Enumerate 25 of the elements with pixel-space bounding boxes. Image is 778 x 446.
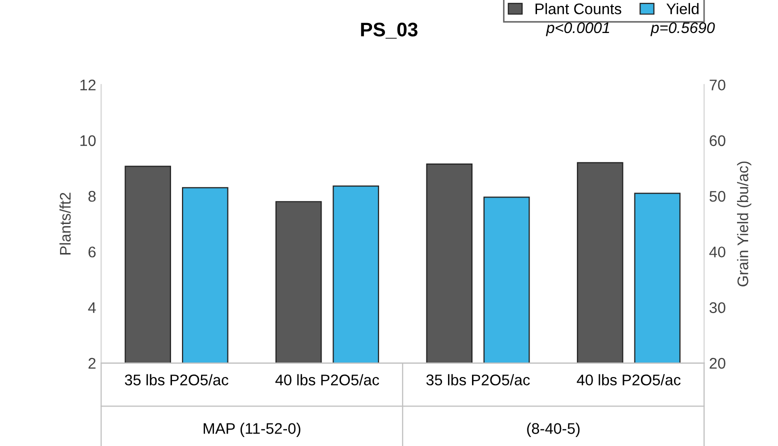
y2-axis-title: Grain Yield (bu/ac) (737, 162, 752, 286)
legend-label: Yield (666, 3, 699, 14)
y2-tick-label: 60 (710, 135, 726, 146)
text: p=0.5690 (650, 22, 715, 36)
text: MAP (11-52-0) (204, 422, 300, 437)
y-tick-label: 10 (80, 135, 96, 146)
y2-tick-label: 50 (710, 190, 726, 202)
y-axis-title: Plants/ft2 (59, 192, 71, 254)
legend-label: Plant Counts (536, 3, 622, 14)
y2-tick-label: 30 (710, 302, 726, 314)
chart-title: PS_03 (361, 22, 418, 39)
x-tick-label: 40 lbs P2O5/ac (275, 374, 380, 386)
y-tick-label: 2 (88, 358, 96, 369)
y-tick-label: 12 (80, 80, 96, 90)
x-tick-label: 35 lbs P2O5/ac (426, 374, 530, 386)
x-tick-label: 35 lbs P2O5/ac (124, 374, 228, 386)
y-tick-label: 4 (88, 302, 96, 313)
text: p<0.0001 (546, 22, 610, 36)
y-tick-label: 6 (88, 246, 96, 258)
y-tick-label: 8 (88, 190, 96, 202)
y2-tick-label: 40 (709, 246, 726, 258)
text: (8-40-5) (527, 422, 580, 437)
x-tick-label: 40 lbs P2O5/ac (576, 374, 681, 386)
y2-tick-label: 20 (710, 358, 726, 369)
y2-tick-label: 70 (710, 80, 726, 90)
